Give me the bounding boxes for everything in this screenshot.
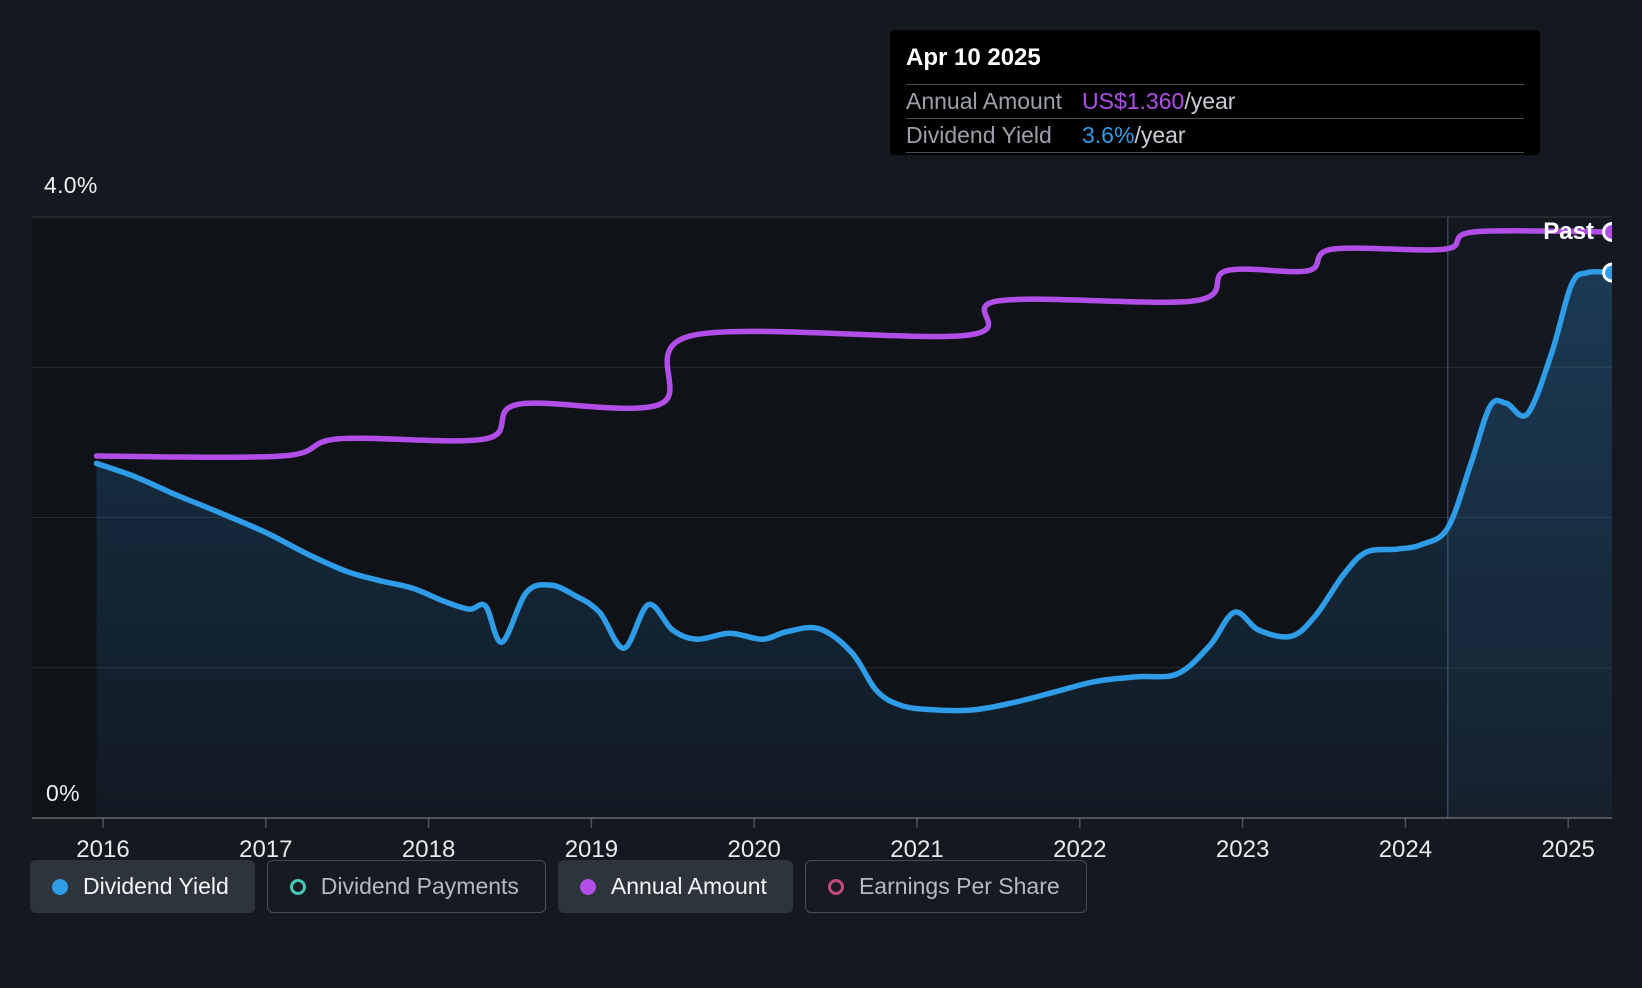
legend-item-earnings-per-share[interactable]: Earnings Per Share bbox=[805, 860, 1087, 913]
legend-item-label: Dividend Yield bbox=[83, 873, 229, 900]
tooltip-label: Annual Amount bbox=[906, 88, 1082, 115]
filled-dot-icon bbox=[52, 879, 68, 895]
filled-dot-icon bbox=[580, 879, 596, 895]
past-region-label: Past bbox=[1448, 218, 1594, 246]
tooltip-value-annual-amount: US$1.360 bbox=[1082, 88, 1184, 115]
y-axis-bottom-label: 0% bbox=[46, 780, 80, 807]
dividend-chart-page: 4.0% 0% 20162017201820192020202120222023… bbox=[0, 0, 1642, 988]
legend-item-label: Dividend Payments bbox=[321, 873, 519, 900]
ring-dot-icon bbox=[290, 879, 306, 895]
tooltip-row-dividend-yield: Dividend Yield 3.6% /year bbox=[906, 118, 1524, 153]
tooltip-value-dividend-yield: 3.6% bbox=[1082, 122, 1134, 149]
y-axis-top-label: 4.0% bbox=[44, 172, 98, 199]
chart-tooltip: Apr 10 2025 Annual Amount US$1.360 /year… bbox=[890, 30, 1540, 155]
x-axis-label-2024: 2024 bbox=[1379, 836, 1432, 864]
tooltip-row-annual-amount: Annual Amount US$1.360 /year bbox=[906, 84, 1524, 118]
tooltip-label: Dividend Yield bbox=[906, 122, 1082, 149]
x-axis-label-2025: 2025 bbox=[1541, 836, 1594, 864]
legend-item-annual-amount[interactable]: Annual Amount bbox=[558, 860, 793, 913]
legend-item-dividend-yield[interactable]: Dividend Yield bbox=[30, 860, 255, 913]
legend-item-label: Earnings Per Share bbox=[859, 873, 1060, 900]
ring-dot-icon bbox=[828, 879, 844, 895]
legend-item-label: Annual Amount bbox=[611, 873, 767, 900]
tooltip-suffix: /year bbox=[1184, 88, 1235, 115]
tooltip-date: Apr 10 2025 bbox=[906, 44, 1524, 84]
legend-item-dividend-payments[interactable]: Dividend Payments bbox=[267, 860, 546, 913]
x-axis-label-2023: 2023 bbox=[1216, 836, 1269, 864]
chart-legend: Dividend Yield Dividend Payments Annual Am… bbox=[30, 860, 1087, 913]
tooltip-suffix: /year bbox=[1134, 122, 1185, 149]
